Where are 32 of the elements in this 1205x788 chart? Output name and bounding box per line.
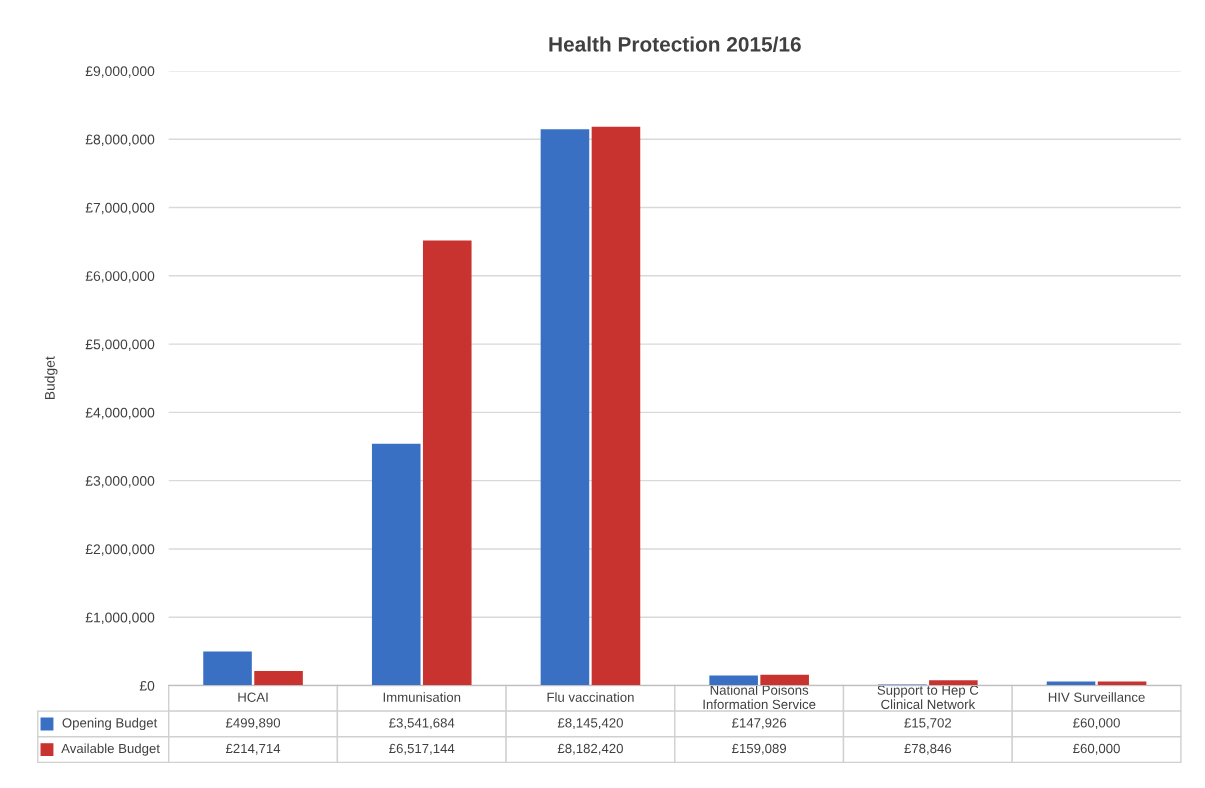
y-tick-label: £7,000,000 (85, 202, 155, 215)
y-tick-label: £1,000,000 (85, 612, 155, 625)
data-label: £8,182,420 (557, 743, 623, 755)
y-tick-label: £6,000,000 (85, 271, 155, 283)
y-tick-label: £8,000,000 (85, 134, 155, 147)
y-tick-label: £9,000,000 (85, 66, 155, 78)
x-tick-label: National Poisons Information Service (703, 685, 816, 710)
data-label: £78,846 (904, 743, 952, 755)
data-label: £60,000 (1073, 743, 1120, 755)
x-tick-label: HCAI (238, 692, 268, 702)
data-label: £214,714 (225, 743, 281, 755)
data-label: £159,089 (732, 743, 787, 755)
y-tick-label: £5,000,000 (85, 339, 155, 351)
y-tick-label: £3,000,000 (85, 476, 155, 488)
y-tick-label: £4,000,000 (85, 407, 155, 420)
data-label: £6,517,144 (389, 743, 455, 755)
x-tick-label: Flu vaccination (547, 692, 634, 702)
data-label: £499,890 (225, 718, 281, 730)
data-label: £8,145,420 (557, 718, 623, 730)
x-tick-label: Immunisation (383, 692, 461, 702)
y-tick-label: £2,000,000 (85, 544, 155, 556)
chart-title: Health Protection 2015/16 (549, 36, 801, 52)
legend-label: Opening Budget (62, 717, 158, 731)
legend-label: Available Budget (61, 743, 160, 756)
y-axis-title: Budget (44, 356, 58, 400)
data-label: £15,702 (904, 718, 952, 730)
y-tick-label: £0 (139, 680, 155, 691)
data-label: £147,926 (732, 718, 787, 730)
data-label: £3,541,684 (389, 718, 455, 730)
x-tick-label: HIV Surveillance (1048, 692, 1145, 702)
data-label: £60,000 (1073, 718, 1120, 730)
x-tick-label: Support to Hep C Clinical Network (877, 685, 979, 710)
